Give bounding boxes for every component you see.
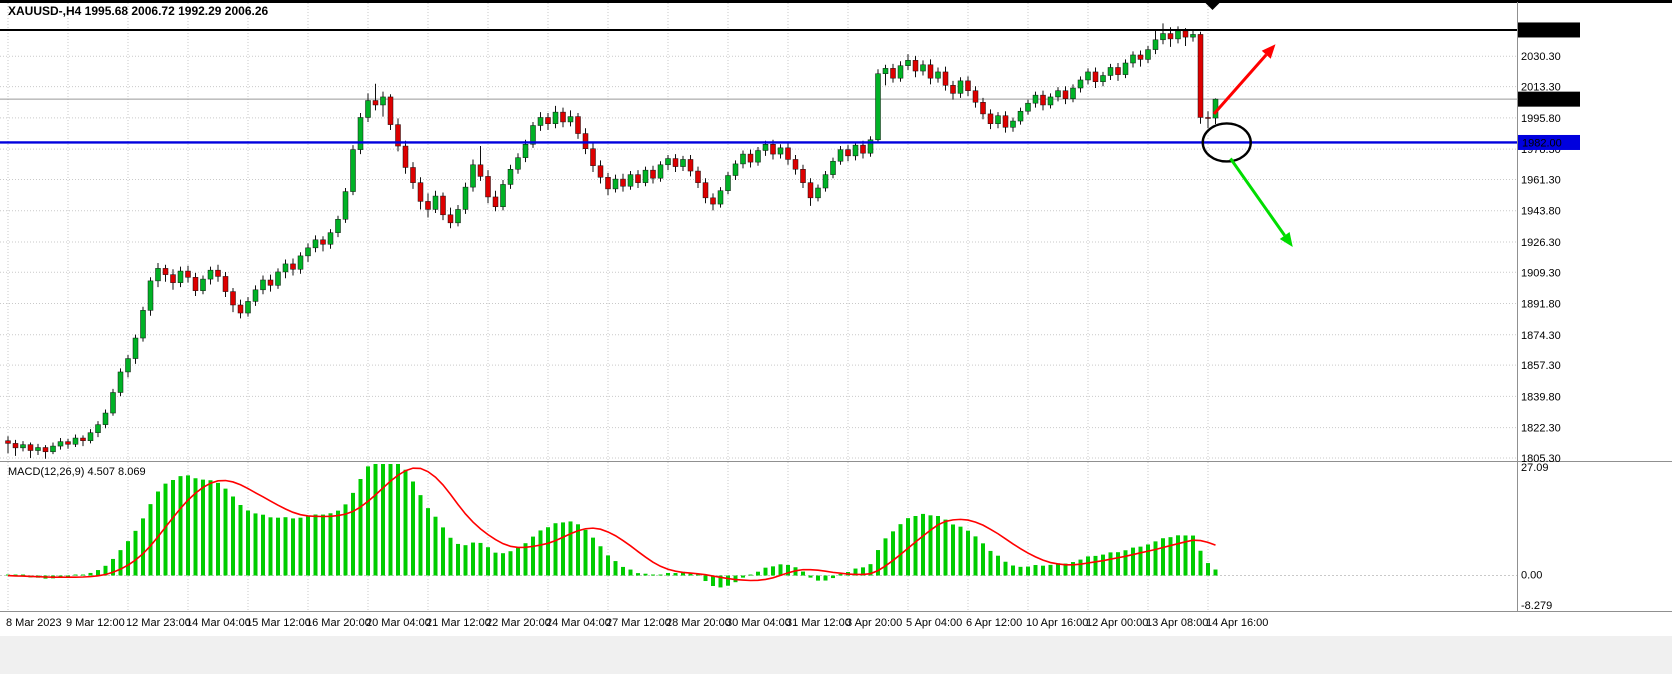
- price-tick-label: 1822.30: [1521, 423, 1561, 435]
- macd-tick-label: 0.00: [1521, 570, 1542, 582]
- time-tick-label: 14 Apr 16:00: [1206, 617, 1268, 629]
- price-tick-label: 2013.30: [1521, 82, 1561, 94]
- price-tick-label: 1995.80: [1521, 113, 1561, 125]
- price-tick-label: 1891.80: [1521, 299, 1561, 311]
- time-tick-label: 14 Mar 04:00: [186, 617, 251, 629]
- price-axis[interactable]: 2030.302013.301995.801978.301961.301943.…: [1518, 22, 1580, 465]
- time-tick-label: 8 Mar 2023: [6, 617, 62, 629]
- time-tick-label: 12 Mar 23:00: [126, 617, 191, 629]
- price-tag-1982.00: [1518, 134, 1580, 150]
- price-tick-label: 1943.80: [1521, 206, 1561, 218]
- price-tick-label: 2030.30: [1521, 51, 1561, 63]
- time-tick-label: 3 Apr 20:00: [846, 617, 902, 629]
- time-tick-label: 6 Apr 12:00: [966, 617, 1022, 629]
- price-tick-label: 1909.30: [1521, 267, 1561, 279]
- symbol-info-line: XAUUSD-,H4 1995.68 2006.72 1992.29 2006.…: [8, 4, 269, 18]
- macd-indicator-label: MACD(12,26,9) 4.507 8.069: [8, 466, 146, 478]
- price-tag-text: 2045.00: [1522, 25, 1562, 37]
- time-tick-label: 28 Mar 20:00: [666, 617, 731, 629]
- price-tick-label: 1805.30: [1521, 453, 1561, 465]
- price-tag-2045.00: [1518, 22, 1580, 38]
- price-tick-label: 1839.80: [1521, 391, 1561, 403]
- annotation-circle[interactable]: [1201, 122, 1252, 163]
- price-tick-label: 1874.30: [1521, 330, 1561, 342]
- time-tick-label: 24 Mar 04:00: [546, 617, 611, 629]
- time-tick-label: 22 Mar 20:00: [486, 617, 551, 629]
- price-tag-text: 1982.00: [1522, 137, 1562, 149]
- bearish-arrow[interactable]: [1229, 157, 1293, 247]
- bottom-strip: [0, 636, 1672, 674]
- time-tick-label: 12 Apr 00:00: [1086, 617, 1148, 629]
- price-tag-text: 2006.26: [1522, 94, 1562, 106]
- price-tag-2006.26: [1518, 91, 1580, 107]
- price-tick-label: 1961.30: [1521, 174, 1561, 186]
- time-tick-label: 15 Mar 12:00: [246, 617, 311, 629]
- candlesticks[interactable]: [5, 23, 1219, 459]
- macd-axis[interactable]: 27.09 0.00 -8.279: [1521, 462, 1552, 612]
- time-tick-label: 27 Mar 12:00: [606, 617, 671, 629]
- macd-histogram: [6, 464, 1218, 588]
- time-tick-label: 5 Apr 04:00: [906, 617, 962, 629]
- chart-shift-marker-icon[interactable]: [1205, 3, 1220, 10]
- macd-tick-label: 27.09: [1521, 462, 1549, 474]
- time-tick-label: 21 Mar 12:00: [426, 617, 491, 629]
- time-tick-label: 20 Mar 04:00: [366, 617, 431, 629]
- time-tick-label: 10 Apr 16:00: [1026, 617, 1088, 629]
- time-tick-label: 31 Mar 12:00: [786, 617, 851, 629]
- macd-signal-line: [7, 467, 1216, 582]
- time-tick-label: 9 Mar 12:00: [66, 617, 125, 629]
- macd-tick-label: -8.279: [1521, 600, 1552, 612]
- bullish-arrow[interactable]: [1212, 44, 1276, 115]
- grid: [0, 3, 1517, 610]
- price-tick-label: 1926.30: [1521, 237, 1561, 249]
- time-tick-label: 13 Apr 08:00: [1146, 617, 1208, 629]
- time-tick-label: 16 Mar 20:00: [306, 617, 371, 629]
- time-tick-label: 30 Mar 04:00: [726, 617, 791, 629]
- price-tick-label: 1857.30: [1521, 360, 1561, 372]
